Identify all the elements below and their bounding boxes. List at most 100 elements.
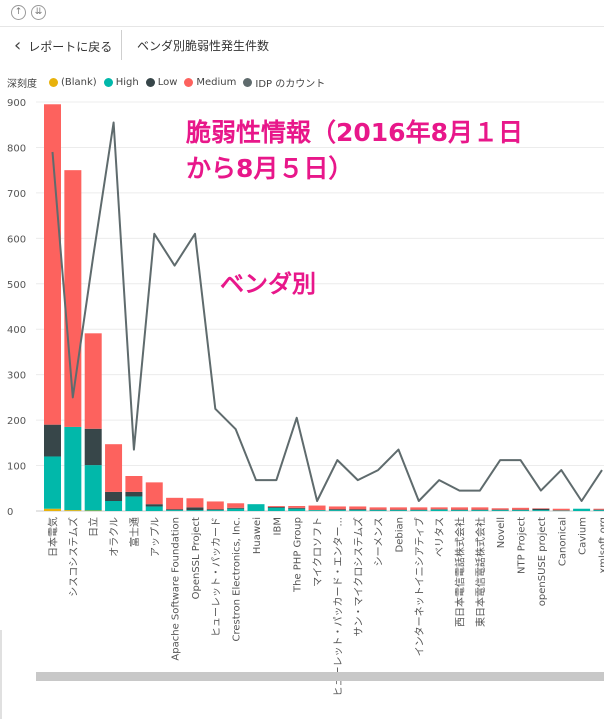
- bar-segment-low[interactable]: [512, 509, 530, 511]
- bar-segment-high[interactable]: [64, 426, 82, 511]
- bar-segment-low[interactable]: [593, 509, 604, 511]
- bar-segment-high[interactable]: [267, 507, 285, 511]
- bar-segment-low[interactable]: [105, 491, 123, 502]
- bar-segment-medium[interactable]: [145, 482, 163, 505]
- bar-segment-medium[interactable]: [451, 507, 468, 510]
- bar-segment-low[interactable]: [410, 509, 428, 511]
- y-tick-label: 500: [7, 280, 26, 291]
- bar-segment-high[interactable]: [512, 510, 530, 511]
- bar-segment-medium[interactable]: [532, 508, 550, 509]
- bar-segment-medium[interactable]: [267, 506, 285, 507]
- bar-segment-blank[interactable]: [44, 508, 61, 511]
- bar-segment-high[interactable]: [451, 510, 468, 511]
- bar-segment-high[interactable]: [532, 510, 550, 511]
- bar-segment-low[interactable]: [430, 509, 448, 510]
- annotations: 脆弱性情報（2016年8月１日 から8月５日） ベンダ別: [185, 118, 523, 298]
- bar-segment-high[interactable]: [491, 510, 509, 511]
- y-tick-label: 700: [7, 189, 26, 200]
- bar-segment-high[interactable]: [288, 508, 306, 511]
- bar-segment-high[interactable]: [44, 456, 61, 509]
- bar-segment-high[interactable]: [166, 510, 184, 511]
- bar-segment-low[interactable]: [349, 509, 367, 511]
- bar-segment-low[interactable]: [125, 491, 143, 497]
- bar-segment-medium[interactable]: [125, 476, 143, 492]
- y-tick-label: 300: [7, 371, 26, 382]
- bar-segment-low[interactable]: [267, 506, 285, 508]
- bar-segment-medium[interactable]: [410, 507, 428, 510]
- bar-segment-medium[interactable]: [308, 505, 326, 511]
- bar-segment-low[interactable]: [84, 428, 102, 466]
- legend-label: Medium: [196, 76, 237, 88]
- bar-segment-medium[interactable]: [593, 508, 604, 510]
- bar-segment-medium[interactable]: [512, 507, 530, 510]
- bar-segment-medium[interactable]: [288, 506, 306, 508]
- bar-segment-low[interactable]: [145, 504, 163, 507]
- bar-segment-high[interactable]: [145, 506, 163, 511]
- bar-segment-medium[interactable]: [186, 498, 204, 508]
- bar-segment-high[interactable]: [186, 510, 204, 511]
- bar-segment-medium[interactable]: [206, 501, 224, 510]
- bar-segment-high[interactable]: [84, 465, 102, 511]
- bar-segment-high[interactable]: [573, 508, 591, 511]
- bar-segment-low[interactable]: [532, 508, 550, 511]
- bar-segment-high[interactable]: [125, 496, 143, 511]
- bar-segment-low[interactable]: [451, 509, 468, 511]
- bar-segment-medium[interactable]: [328, 506, 346, 510]
- back-to-report-button[interactable]: ‹ レポートに戻る: [14, 36, 112, 56]
- bar-segment-high[interactable]: [410, 510, 428, 511]
- legend-item-blank[interactable]: (Blank): [49, 77, 97, 88]
- bar-segment-low[interactable]: [206, 509, 224, 511]
- bar-segment-high[interactable]: [349, 510, 367, 511]
- bar-segment-low[interactable]: [369, 509, 387, 511]
- bar-segment-low[interactable]: [491, 509, 509, 511]
- horizontal-scrollbar[interactable]: [36, 672, 604, 681]
- legend-item-low[interactable]: Low: [145, 76, 178, 88]
- x-tick-label: Canonical: [557, 517, 568, 566]
- legend-label: Low: [157, 76, 178, 88]
- bar-segment-low[interactable]: [389, 509, 407, 511]
- bar-segment-high[interactable]: [308, 510, 326, 511]
- bar-segment-medium[interactable]: [491, 508, 509, 510]
- legend-item-idp-count[interactable]: IDP のカウント: [243, 75, 325, 90]
- bar-segment-medium[interactable]: [227, 503, 245, 508]
- bar-segment-high[interactable]: [105, 501, 123, 511]
- bar-segment-blank[interactable]: [84, 510, 102, 512]
- bar-segment-low[interactable]: [186, 507, 204, 511]
- bar-segment-high[interactable]: [471, 510, 489, 511]
- bar-segment-low[interactable]: [328, 509, 346, 511]
- bar-segment-medium[interactable]: [552, 508, 570, 511]
- legend-item-medium[interactable]: Medium: [184, 77, 236, 88]
- bar-segment-medium[interactable]: [369, 507, 387, 510]
- bar-segment-high[interactable]: [328, 510, 346, 511]
- bar-segment-low[interactable]: [166, 509, 184, 511]
- bar-segment-high[interactable]: [206, 510, 224, 511]
- legend-label: High: [115, 76, 139, 88]
- legend-dot: [145, 77, 155, 87]
- idp-count-line-path[interactable]: [51, 121, 603, 502]
- bar-segment-low[interactable]: [288, 507, 306, 509]
- bar-segment-medium[interactable]: [430, 507, 448, 510]
- bar-segment-medium[interactable]: [44, 104, 61, 425]
- bar-segment-medium[interactable]: [471, 507, 489, 510]
- bar-segment-medium[interactable]: [105, 444, 123, 492]
- bar-segment-high[interactable]: [369, 510, 387, 511]
- bar-segment-low[interactable]: [44, 424, 61, 457]
- bar-segment-high[interactable]: [227, 508, 245, 511]
- annotation-title-line2: から8月５日）: [186, 154, 353, 183]
- bar-segment-medium[interactable]: [389, 507, 407, 510]
- bar-segment-medium[interactable]: [166, 497, 184, 510]
- bar-segment-medium[interactable]: [84, 333, 102, 429]
- bar-segment-low[interactable]: [227, 507, 245, 509]
- bar-segment-blank[interactable]: [64, 510, 82, 511]
- down-double-arrow-icon[interactable]: ⇊: [31, 5, 46, 20]
- up-arrow-icon[interactable]: ↑: [11, 5, 26, 20]
- bar-segment-low[interactable]: [471, 509, 489, 511]
- bar-segment-high[interactable]: [552, 510, 570, 512]
- bar-segment-high[interactable]: [247, 504, 265, 511]
- bar-segment-high[interactable]: [430, 509, 448, 511]
- bar-segment-high[interactable]: [593, 510, 604, 511]
- y-tick-label: 400: [7, 325, 26, 336]
- bar-segment-medium[interactable]: [349, 506, 367, 510]
- bar-segment-high[interactable]: [389, 510, 407, 511]
- legend-item-high[interactable]: High: [103, 76, 139, 88]
